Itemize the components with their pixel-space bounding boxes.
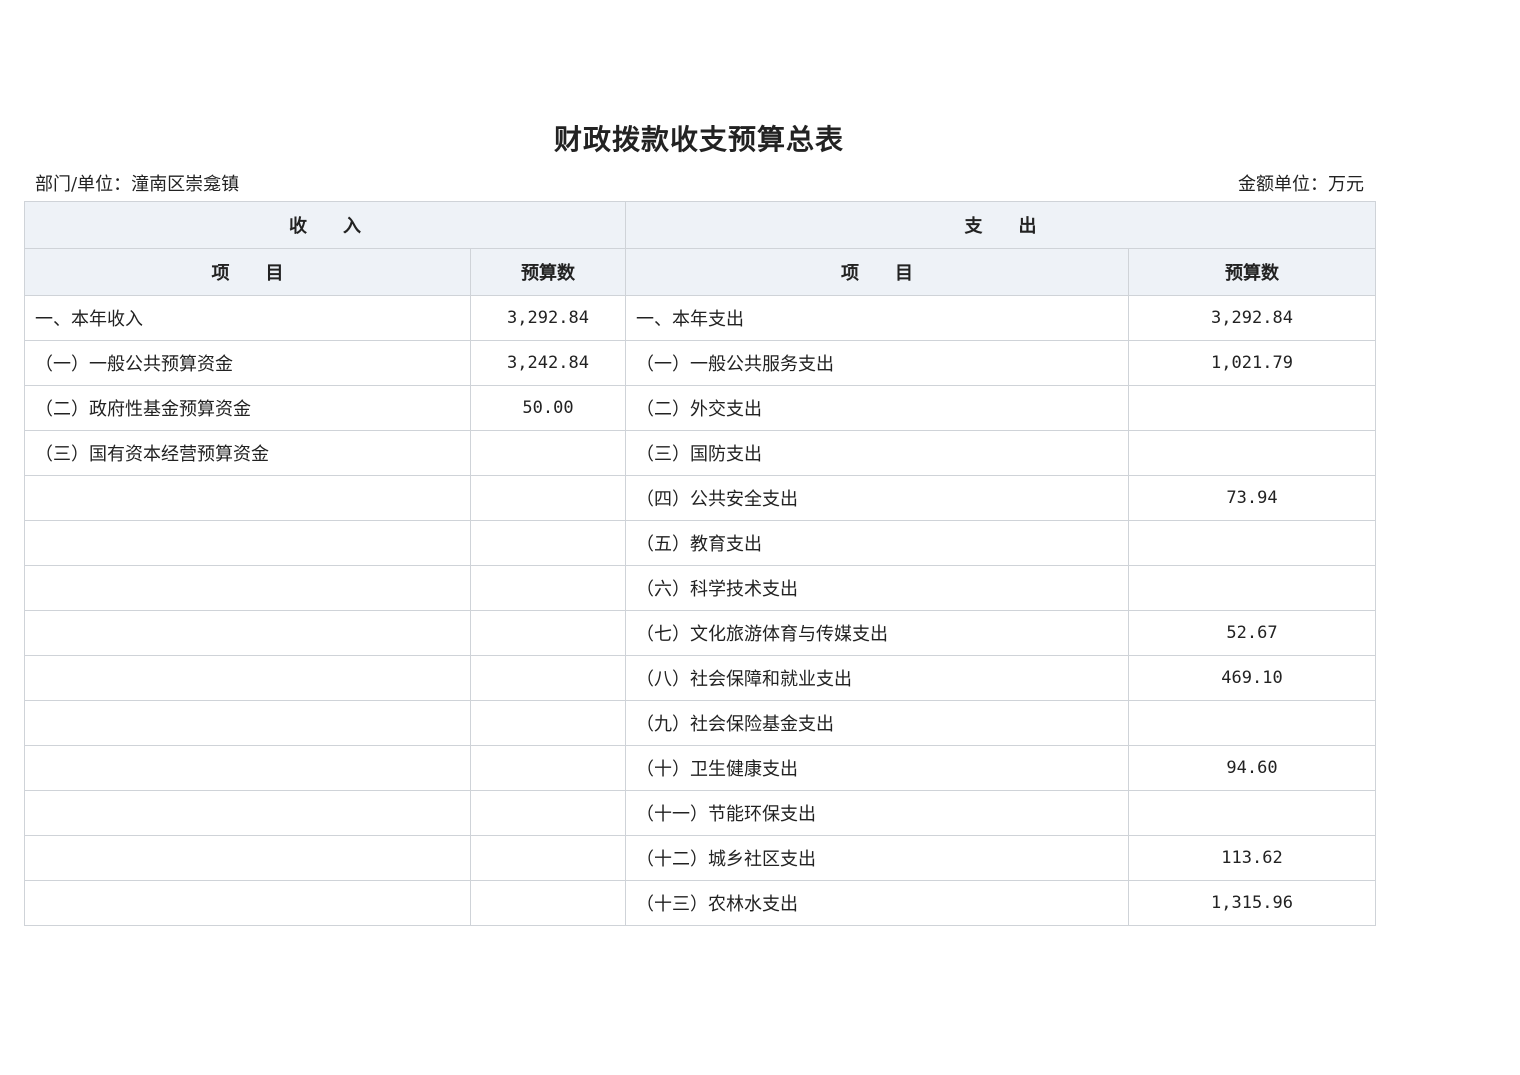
- income-header: 收 入: [24, 201, 626, 249]
- expense-amount-cell: 94.60: [1128, 745, 1376, 791]
- income-amount-cell: [470, 790, 626, 836]
- expense-item-cell: （五）教育支出: [625, 520, 1129, 566]
- income-item-cell: 一、本年收入: [24, 295, 471, 341]
- table-row: （十一）节能环保支出: [24, 790, 1376, 836]
- expense-amount-cell: [1128, 430, 1376, 476]
- income-item-cell: （三）国有资本经营预算资金: [24, 430, 471, 476]
- expense-amount-cell: [1128, 700, 1376, 746]
- expense-item-cell: （九）社会保险基金支出: [625, 700, 1129, 746]
- expense-item-cell: （七）文化旅游体育与传媒支出: [625, 610, 1129, 656]
- income-amount-cell: [470, 700, 626, 746]
- expense-amount-cell: [1128, 520, 1376, 566]
- income-item-cell: [24, 610, 471, 656]
- expense-amount-cell: 1,315.96: [1128, 880, 1376, 926]
- expense-item-cell: 一、本年支出: [625, 295, 1129, 341]
- header-row-groups: 收 入 支 出: [24, 201, 1376, 249]
- budget-table: 收 入 支 出 项 目 预算数 项 目 预算数 一、本年收入 3,292.84 一、…: [24, 201, 1376, 926]
- table-row: （二）政府性基金预算资金 50.00 （二）外交支出: [24, 385, 1376, 431]
- header-row-columns: 项 目 预算数 项 目 预算数: [24, 248, 1376, 296]
- income-amount-cell: [470, 610, 626, 656]
- expense-item-cell: （六）科学技术支出: [625, 565, 1129, 611]
- table-row: （十）卫生健康支出 94.60: [24, 745, 1376, 791]
- income-item-cell: [24, 475, 471, 521]
- expense-item-cell: （二）外交支出: [625, 385, 1129, 431]
- table-row: （四）公共安全支出 73.94: [24, 475, 1376, 521]
- income-item-cell: （二）政府性基金预算资金: [24, 385, 471, 431]
- income-item-cell: [24, 790, 471, 836]
- income-item-cell: （一）一般公共预算资金: [24, 340, 471, 386]
- income-amount-cell: 3,242.84: [470, 340, 626, 386]
- income-item-cell: [24, 880, 471, 926]
- income-amount-cell: [470, 475, 626, 521]
- expense-item-cell: （三）国防支出: [625, 430, 1129, 476]
- expense-amount-cell: 73.94: [1128, 475, 1376, 521]
- income-item-cell: [24, 745, 471, 791]
- expense-header: 支 出: [625, 201, 1376, 249]
- expense-amount-cell: 469.10: [1128, 655, 1376, 701]
- expense-item-header: 项 目: [625, 248, 1129, 296]
- income-item-cell: [24, 520, 471, 566]
- income-budget-header: 预算数: [470, 248, 626, 296]
- expense-budget-header: 预算数: [1128, 248, 1376, 296]
- expense-amount-cell: 52.67: [1128, 610, 1376, 656]
- expense-item-cell: （十三）农林水支出: [625, 880, 1129, 926]
- expense-item-cell: （十二）城乡社区支出: [625, 835, 1129, 881]
- table-row: （十二）城乡社区支出 113.62: [24, 835, 1376, 881]
- income-amount-cell: 50.00: [470, 385, 626, 431]
- table-row: （五）教育支出: [24, 520, 1376, 566]
- income-amount-cell: 3,292.84: [470, 295, 626, 341]
- income-amount-cell: [470, 655, 626, 701]
- page-title: 财政拨款收支预算总表: [553, 123, 844, 156]
- table-row: （八）社会保障和就业支出 469.10: [24, 655, 1376, 701]
- income-amount-cell: [470, 835, 626, 881]
- income-item-header: 项 目: [24, 248, 471, 296]
- expense-item-cell: （十一）节能环保支出: [625, 790, 1129, 836]
- table-row: （十三）农林水支出 1,315.96: [24, 880, 1376, 926]
- expense-amount-cell: [1128, 565, 1376, 611]
- income-amount-cell: [470, 430, 626, 476]
- table-row: （七）文化旅游体育与传媒支出 52.67: [24, 610, 1376, 656]
- table-row: （六）科学技术支出: [24, 565, 1376, 611]
- expense-item-cell: （四）公共安全支出: [625, 475, 1129, 521]
- amount-unit-label: 金额单位：万元: [1238, 174, 1364, 195]
- income-amount-cell: [470, 745, 626, 791]
- income-item-cell: [24, 565, 471, 611]
- expense-amount-cell: [1128, 385, 1376, 431]
- expense-item-cell: （十）卫生健康支出: [625, 745, 1129, 791]
- income-amount-cell: [470, 565, 626, 611]
- table-row: （三）国有资本经营预算资金 （三）国防支出: [24, 430, 1376, 476]
- income-item-cell: [24, 835, 471, 881]
- table-row: （一）一般公共预算资金 3,242.84 （一）一般公共服务支出 1,021.79: [24, 340, 1376, 386]
- income-amount-cell: [470, 520, 626, 566]
- income-item-cell: [24, 655, 471, 701]
- income-item-cell: [24, 700, 471, 746]
- expense-amount-cell: 3,292.84: [1128, 295, 1376, 341]
- income-amount-cell: [470, 880, 626, 926]
- department-label: 部门/单位：潼南区崇龛镇: [35, 174, 240, 195]
- expense-item-cell: （一）一般公共服务支出: [625, 340, 1129, 386]
- expense-amount-cell: [1128, 790, 1376, 836]
- table-row: 一、本年收入 3,292.84 一、本年支出 3,292.84: [24, 295, 1376, 341]
- expense-amount-cell: 113.62: [1128, 835, 1376, 881]
- expense-amount-cell: 1,021.79: [1128, 340, 1376, 386]
- table-row: （九）社会保险基金支出: [24, 700, 1376, 746]
- expense-item-cell: （八）社会保障和就业支出: [625, 655, 1129, 701]
